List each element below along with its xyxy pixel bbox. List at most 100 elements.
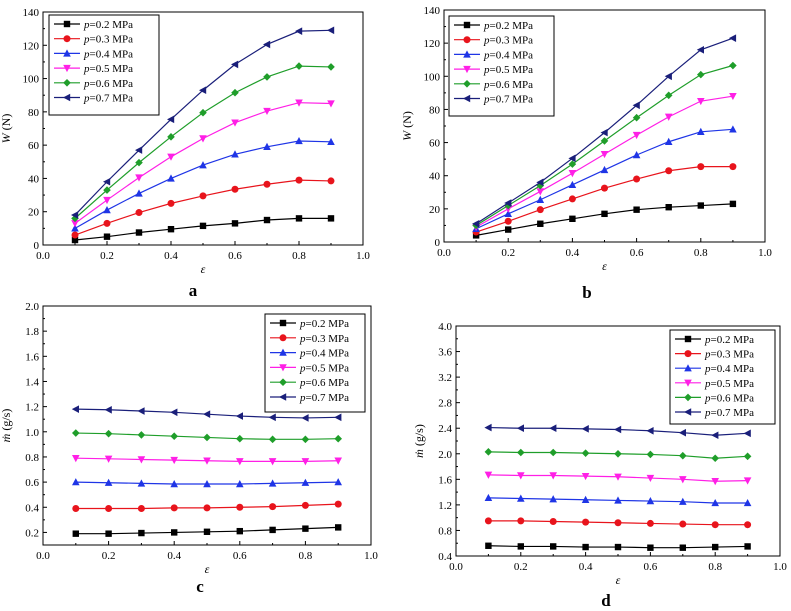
legend-text: =0.3 MPa xyxy=(711,349,755,361)
data-point xyxy=(104,429,113,438)
data-point xyxy=(72,455,80,463)
legend-marker xyxy=(63,93,71,102)
data-point xyxy=(484,493,493,502)
y-tick-label: 1.8 xyxy=(25,326,39,338)
y-tick-label: 2.0 xyxy=(438,449,452,461)
legend-text: =0.6 MPa xyxy=(90,78,134,90)
data-point xyxy=(550,543,557,550)
data-point xyxy=(327,215,335,222)
x-tick-label: 1.0 xyxy=(364,550,378,562)
data-point xyxy=(135,229,143,236)
data-point xyxy=(665,167,673,175)
x-axis-label: ε xyxy=(205,562,210,576)
legend-entry: p=0.4 MPa xyxy=(83,48,133,60)
data-point xyxy=(203,410,211,418)
legend-entry: p=0.2 MPa xyxy=(483,20,533,32)
data-point xyxy=(167,153,175,161)
data-point xyxy=(614,519,622,527)
data-point xyxy=(334,478,342,486)
data-point xyxy=(301,435,310,444)
y-tick-label: 0.8 xyxy=(25,452,39,464)
x-tick-label: 0.8 xyxy=(299,550,313,562)
legend-entry: p=0.7 MPa xyxy=(704,407,754,419)
legend-text: =0.6 MPa xyxy=(490,79,534,91)
data-point xyxy=(199,161,207,169)
data-point xyxy=(549,448,557,457)
data-point xyxy=(104,478,113,486)
y-axis-label-unit: (N) xyxy=(400,111,414,131)
data-point xyxy=(697,70,705,79)
data-point xyxy=(664,137,673,145)
legend-symbol: p xyxy=(83,48,90,60)
x-tick-label: 0.2 xyxy=(501,247,515,259)
y-tick-label: 120 xyxy=(424,38,441,50)
legend-text: =0.6 MPa xyxy=(711,392,755,404)
legend-text: =0.5 MPa xyxy=(490,64,534,76)
x-tick-label: 0.0 xyxy=(36,250,50,262)
panel-label: b xyxy=(582,283,591,302)
data-point xyxy=(537,220,544,227)
y-tick-label: 4.0 xyxy=(438,321,452,333)
legend-entry: p=0.3 MPa xyxy=(299,333,349,345)
legend-text: =0.2 MPa xyxy=(711,334,755,346)
x-tick-label: 0.0 xyxy=(449,561,463,573)
data-point xyxy=(536,178,544,187)
data-point xyxy=(568,160,577,168)
data-point xyxy=(697,127,705,135)
data-point xyxy=(729,200,737,208)
data-point xyxy=(334,434,342,443)
data-point xyxy=(103,186,111,194)
data-point xyxy=(167,225,175,233)
data-point xyxy=(327,137,335,146)
data-point xyxy=(71,405,79,413)
legend-symbol: p xyxy=(483,79,490,91)
data-point xyxy=(664,91,673,100)
legend-symbol: p xyxy=(704,334,711,346)
data-point xyxy=(236,479,244,488)
data-point xyxy=(71,236,79,244)
legend-marker xyxy=(63,79,71,87)
data-point xyxy=(103,177,111,186)
legend-symbol: p xyxy=(704,407,711,419)
data-point xyxy=(327,100,335,108)
data-point xyxy=(601,184,608,192)
x-tick-label: 0.8 xyxy=(694,247,708,259)
y-tick-label: 1.2 xyxy=(438,500,452,512)
data-point xyxy=(536,206,544,214)
data-point xyxy=(334,413,342,422)
legend-text: =0.5 MPa xyxy=(711,378,755,390)
legend-text: =0.4 MPa xyxy=(90,48,134,60)
data-point xyxy=(600,128,608,137)
legend-text: =0.7 MPa xyxy=(490,94,534,106)
legend-marker xyxy=(279,364,287,372)
data-point xyxy=(549,495,557,503)
data-point xyxy=(517,517,525,525)
data-point xyxy=(696,45,704,54)
data-point xyxy=(517,494,525,502)
legend-marker xyxy=(684,379,692,387)
y-axis-label: W (N) xyxy=(400,111,414,141)
legend-text: =0.2 MPa xyxy=(90,19,134,31)
legend-marker xyxy=(63,20,71,28)
data-point xyxy=(646,426,654,435)
data-point xyxy=(263,180,271,188)
data-point xyxy=(334,500,342,508)
data-point xyxy=(743,498,752,507)
legend-marker xyxy=(279,334,287,342)
y-tick-label: 0 xyxy=(34,240,40,252)
legend-marker xyxy=(684,335,692,343)
data-point xyxy=(199,192,207,200)
y-tick-label: 1.0 xyxy=(25,427,39,439)
data-point xyxy=(581,425,589,433)
data-point xyxy=(711,454,719,463)
y-tick-label: 140 xyxy=(23,7,40,19)
chart-panel-d: 0.0 0.2 0.4 0.6 0.8 1.0 0.4 0.8 1.2 1.6 2.0 2.4 2.8 3… xyxy=(412,321,787,610)
data-point xyxy=(516,424,524,433)
data-point xyxy=(231,60,239,69)
x-tick-label: 0.4 xyxy=(579,561,593,573)
data-point xyxy=(231,185,239,193)
data-point xyxy=(646,474,655,483)
data-point xyxy=(71,231,79,239)
y-axis-label-symbol: ṁ xyxy=(412,449,426,458)
data-point xyxy=(678,428,686,437)
